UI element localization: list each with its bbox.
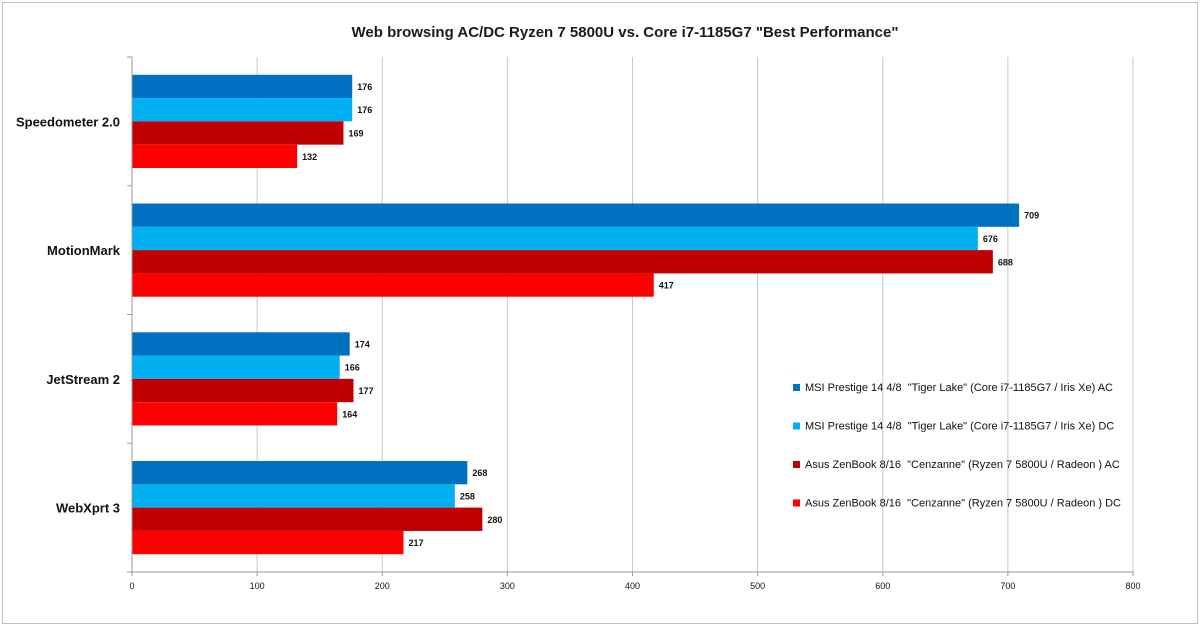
legend-swatch — [793, 499, 800, 507]
data-label: 174 — [355, 339, 370, 349]
data-label: 268 — [472, 468, 487, 478]
data-label: 417 — [659, 281, 674, 291]
legend-label: Asus ZenBook 8/16 "Cenzanne" (Ryzen 7 58… — [805, 459, 1120, 471]
data-label: 177 — [358, 386, 373, 396]
legend-label: MSI Prestige 14 4/8 "Tiger Lake" (Core i… — [805, 421, 1114, 433]
x-tick-label: 700 — [1000, 581, 1015, 591]
data-label: 676 — [983, 234, 998, 244]
legend-swatch — [793, 384, 800, 391]
bar — [132, 484, 455, 508]
x-tick-label: 100 — [250, 581, 265, 591]
bar — [132, 402, 338, 426]
bar — [132, 461, 468, 485]
legend-swatch — [793, 461, 800, 468]
data-label: 166 — [345, 363, 360, 373]
bar — [132, 98, 353, 122]
bar — [132, 250, 993, 274]
bars — [132, 74, 1020, 555]
legend-swatch — [793, 422, 800, 430]
bar — [132, 273, 654, 297]
category-label: JetStream 2 — [46, 372, 120, 387]
data-label: 688 — [998, 257, 1013, 267]
legend-label: Asus ZenBook 8/16 "Cenzanne" (Ryzen 7 58… — [805, 498, 1121, 510]
bar — [132, 144, 298, 168]
data-label: 176 — [357, 105, 372, 115]
category-label: MotionMark — [47, 243, 121, 258]
x-tick-label: 500 — [750, 581, 765, 591]
bar — [132, 203, 1020, 227]
bar — [132, 355, 340, 379]
data-label: 132 — [302, 152, 317, 162]
data-labels: 176 176 169 132 709 676 688 417 174 166 177 164 268 2… — [302, 82, 1039, 548]
x-tick-label: 0 — [129, 581, 134, 591]
x-tick-label: 200 — [375, 581, 390, 591]
bar — [132, 74, 353, 99]
x-tick-label: 600 — [875, 581, 890, 591]
data-label: 280 — [487, 515, 502, 525]
x-tick-label: 300 — [500, 581, 515, 591]
legend: MSI Prestige 14 4/8 "Tiger Lake" (Core i… — [793, 382, 1121, 510]
axes: 0 100 200 300 400 500 600 700 800 Speedometer 2.0… — [16, 56, 1141, 591]
bar — [132, 121, 344, 145]
legend-label: MSI Prestige 14 4/8 "Tiger Lake" (Core i… — [805, 382, 1113, 394]
bar — [132, 530, 404, 555]
data-label: 176 — [357, 82, 372, 92]
chart-title: Web browsing AC/DC Ryzen 7 5800U vs. Cor… — [352, 24, 899, 41]
bar — [132, 332, 350, 356]
bar — [132, 378, 354, 403]
data-label: 709 — [1024, 211, 1039, 221]
data-label: 164 — [342, 409, 357, 419]
bar — [132, 226, 978, 251]
x-tick-label: 800 — [1125, 581, 1140, 591]
category-label: WebXprt 3 — [56, 501, 120, 516]
category-label: Speedometer 2.0 — [16, 114, 120, 129]
x-tick-label: 400 — [625, 581, 640, 591]
data-label: 217 — [409, 538, 424, 548]
bar — [132, 507, 483, 531]
data-label: 169 — [348, 129, 363, 139]
data-label: 258 — [460, 491, 475, 501]
